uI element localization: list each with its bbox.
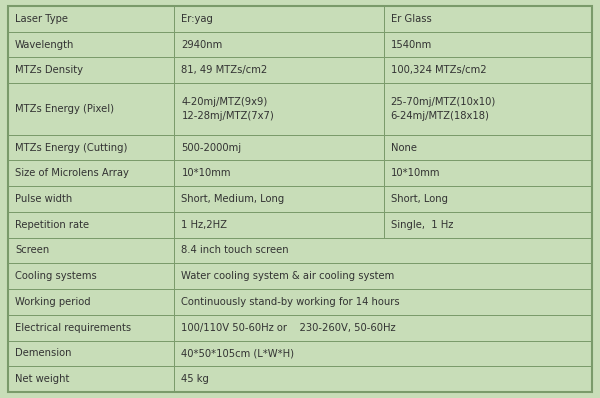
Bar <box>8 160 175 186</box>
Text: Screen: Screen <box>15 246 49 256</box>
Text: Demension: Demension <box>15 348 71 359</box>
Bar <box>175 57 383 83</box>
Bar <box>8 83 175 135</box>
Bar <box>175 83 383 135</box>
Bar <box>175 212 383 238</box>
Text: Size of Microlens Array: Size of Microlens Array <box>15 168 129 178</box>
Bar <box>8 341 175 366</box>
Bar <box>175 6 383 32</box>
Bar <box>175 366 592 392</box>
Bar <box>383 83 592 135</box>
Bar <box>175 289 592 315</box>
Bar <box>383 57 592 83</box>
Text: Laser Type: Laser Type <box>15 14 68 24</box>
Bar <box>8 212 175 238</box>
Text: 4-20mj/MTZ(9x9)
12-28mj/MTZ(7x7): 4-20mj/MTZ(9x9) 12-28mj/MTZ(7x7) <box>181 98 274 121</box>
Text: Er:yag: Er:yag <box>181 14 214 24</box>
Text: Er Glass: Er Glass <box>391 14 431 24</box>
Text: Working period: Working period <box>15 297 91 307</box>
Bar <box>8 263 175 289</box>
Text: Net weight: Net weight <box>15 374 70 384</box>
Bar <box>8 186 175 212</box>
Text: Single,  1 Hz: Single, 1 Hz <box>391 220 453 230</box>
Text: MTZs Energy (Pixel): MTZs Energy (Pixel) <box>15 104 114 114</box>
Text: 100/110V 50-60Hz or    230-260V, 50-60Hz: 100/110V 50-60Hz or 230-260V, 50-60Hz <box>181 323 396 333</box>
Bar <box>383 212 592 238</box>
Text: 1540nm: 1540nm <box>391 39 432 50</box>
Bar <box>383 135 592 160</box>
Bar <box>8 57 175 83</box>
Bar <box>383 32 592 57</box>
Text: Water cooling system & air cooling system: Water cooling system & air cooling syste… <box>181 271 395 281</box>
Bar <box>8 366 175 392</box>
Bar <box>175 32 383 57</box>
Text: 2940nm: 2940nm <box>181 39 223 50</box>
Bar <box>175 263 592 289</box>
Text: MTZs Density: MTZs Density <box>15 65 83 75</box>
Text: Short, Long: Short, Long <box>391 194 448 204</box>
Text: None: None <box>391 142 416 152</box>
Bar <box>175 238 592 263</box>
Text: 81, 49 MTZs/cm2: 81, 49 MTZs/cm2 <box>181 65 268 75</box>
Text: Cooling systems: Cooling systems <box>15 271 97 281</box>
Text: 10*10mm: 10*10mm <box>181 168 231 178</box>
Bar <box>175 341 592 366</box>
Bar <box>175 135 383 160</box>
Text: 45 kg: 45 kg <box>181 374 209 384</box>
Text: Wavelength: Wavelength <box>15 39 74 50</box>
Bar <box>8 315 175 341</box>
Text: 10*10mm: 10*10mm <box>391 168 440 178</box>
Text: Repetition rate: Repetition rate <box>15 220 89 230</box>
Text: 500-2000mj: 500-2000mj <box>181 142 242 152</box>
Text: Short, Medium, Long: Short, Medium, Long <box>181 194 284 204</box>
Bar <box>175 160 383 186</box>
Text: 40*50*105cm (L*W*H): 40*50*105cm (L*W*H) <box>181 348 295 359</box>
Bar <box>8 289 175 315</box>
Text: 8.4 inch touch screen: 8.4 inch touch screen <box>181 246 289 256</box>
Bar <box>175 186 383 212</box>
Bar <box>8 238 175 263</box>
Text: Electrical requirements: Electrical requirements <box>15 323 131 333</box>
Bar <box>175 315 592 341</box>
Bar <box>8 32 175 57</box>
Bar <box>8 6 175 32</box>
Text: 100,324 MTZs/cm2: 100,324 MTZs/cm2 <box>391 65 486 75</box>
Bar <box>8 135 175 160</box>
Text: 1 Hz,2HZ: 1 Hz,2HZ <box>181 220 227 230</box>
Text: 25-70mj/MTZ(10x10)
6-24mj/MTZ(18x18): 25-70mj/MTZ(10x10) 6-24mj/MTZ(18x18) <box>391 98 496 121</box>
Text: MTZs Energy (Cutting): MTZs Energy (Cutting) <box>15 142 127 152</box>
Bar <box>383 186 592 212</box>
Text: Continuously stand-by working for 14 hours: Continuously stand-by working for 14 hou… <box>181 297 400 307</box>
Bar <box>383 6 592 32</box>
Text: Pulse width: Pulse width <box>15 194 72 204</box>
Bar <box>383 160 592 186</box>
